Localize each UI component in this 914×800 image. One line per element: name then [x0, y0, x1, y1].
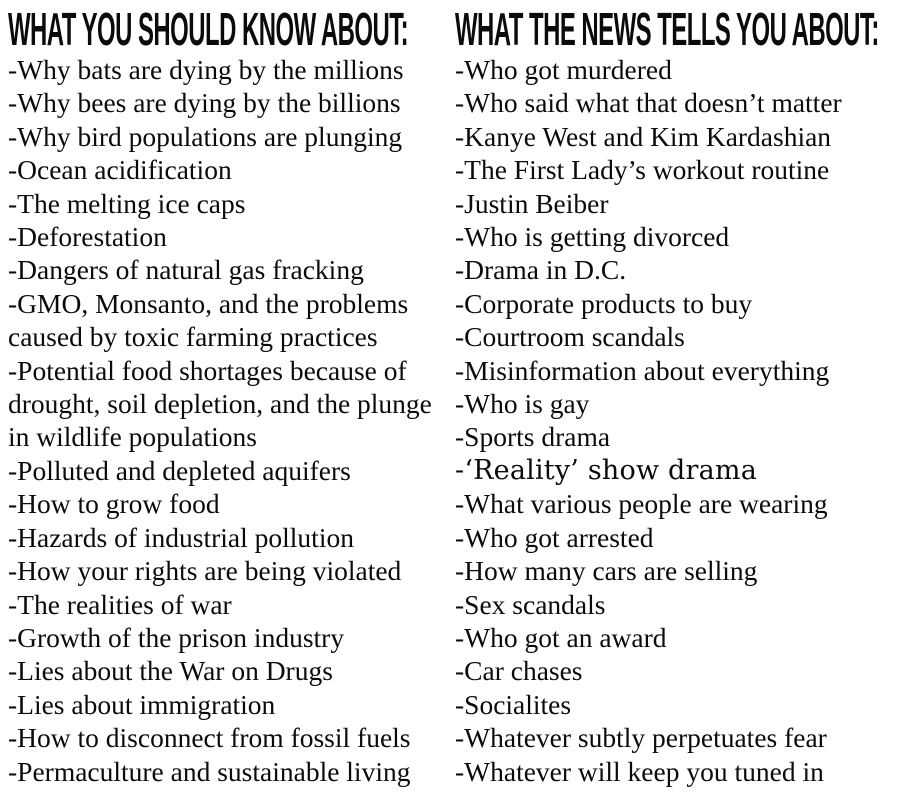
list-item: -Sex scandals	[455, 588, 606, 620]
list-item: -Lies about the War on Drugs	[8, 655, 333, 687]
list-item: -Who said what that doesn’t matter	[455, 87, 842, 119]
list-item: -Polluted and depleted aquifers	[8, 454, 351, 486]
right-column-heading: WHAT THE NEWS TELLS YOU ABOUT:	[455, 3, 910, 55]
list-item: -Why bats are dying by the millions	[8, 54, 404, 85]
right-column: WHAT THE NEWS TELLS YOU ABOUT: -Who got …	[455, 3, 910, 788]
list-item: -Who is gay	[455, 388, 590, 420]
list-item: -Whatever will keep you tuned in	[455, 755, 824, 787]
list-item: -The realities of war	[8, 588, 232, 620]
list-item: -How your rights are being violated	[8, 555, 402, 587]
list-item: -Deforestation	[8, 221, 167, 253]
list-item: -How to disconnect from fossil fuels	[8, 722, 411, 754]
list-item: -The First Lady’s workout routine	[455, 154, 830, 186]
list-item: -How to grow food	[8, 488, 220, 520]
list-item: -Hazards of industrial pollution	[8, 521, 354, 553]
list-item: -Who is getting divorced	[455, 221, 730, 253]
list-item: -Car chases	[455, 655, 583, 687]
right-column-list: -Who got murdered -Who said what that doe…	[455, 53, 910, 788]
list-item: -Lies about immigration	[8, 688, 276, 720]
list-item: -Who got murdered	[455, 54, 672, 85]
list-item: -Growth of the prison industry	[8, 621, 345, 653]
list-item: -Ocean acidification	[8, 154, 232, 186]
list-item: -Kanye West and Kim Kardashian	[455, 120, 832, 152]
list-item: -Socialites	[455, 688, 572, 720]
left-column: WHAT YOU SHOULD KNOW ABOUT: -Why bats ar…	[8, 3, 455, 788]
list-item: -Who got arrested	[455, 521, 654, 553]
list-item: -Why bird populations are plunging	[8, 120, 403, 152]
list-item: -Justin Beiber	[455, 187, 609, 219]
list-item: -Permaculture and sustainable living	[8, 755, 411, 787]
list-item: -What various people are wearing	[455, 488, 828, 520]
list-item: -‘Reality’ show drama	[455, 454, 758, 486]
list-item: -Dangers of natural gas fracking	[8, 254, 364, 286]
list-item: -Who got an award	[455, 621, 667, 653]
list-item: -Courtroom scandals	[455, 321, 685, 353]
left-column-heading: WHAT YOU SHOULD KNOW ABOUT:	[8, 3, 455, 55]
list-item: -Sports drama	[455, 421, 611, 453]
left-column-heading-text: WHAT YOU SHOULD KNOW ABOUT:	[8, 3, 409, 55]
list-item: -Corporate products to buy	[455, 287, 753, 319]
list-item: -GMO, Monsanto, and the problems caused …	[8, 287, 409, 353]
list-item: -The melting ice caps	[8, 187, 246, 219]
list-item: -Potential food shortages because of dro…	[8, 354, 432, 453]
list-item: -How many cars are selling	[455, 555, 758, 587]
left-column-list: -Why bats are dying by the millions -Why …	[8, 53, 455, 788]
list-item: -Drama in D.C.	[455, 254, 627, 286]
right-column-heading-text: WHAT THE NEWS TELLS YOU ABOUT:	[455, 3, 879, 55]
list-item: -Whatever subtly perpetuates fear	[455, 722, 827, 754]
list-item: -Misinformation about everything	[455, 354, 830, 386]
list-item: -Why bees are dying by the billions	[8, 87, 401, 119]
